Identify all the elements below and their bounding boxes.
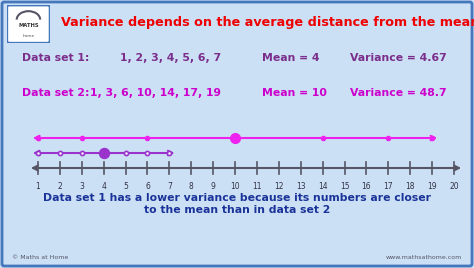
Text: Data set 1 has a lower variance because its numbers are closer
to the mean than : Data set 1 has a lower variance because … xyxy=(43,193,431,215)
Text: Variance = 48.7: Variance = 48.7 xyxy=(350,88,447,98)
Text: 7: 7 xyxy=(167,182,172,191)
Text: 15: 15 xyxy=(340,182,349,191)
FancyBboxPatch shape xyxy=(2,2,472,266)
Text: 6: 6 xyxy=(145,182,150,191)
Text: 14: 14 xyxy=(318,182,328,191)
Text: 5: 5 xyxy=(123,182,128,191)
Text: 17: 17 xyxy=(383,182,393,191)
Text: 4: 4 xyxy=(101,182,106,191)
Text: 1, 2, 3, 4, 5, 6, 7: 1, 2, 3, 4, 5, 6, 7 xyxy=(120,53,221,63)
Text: 16: 16 xyxy=(362,182,371,191)
Text: 3: 3 xyxy=(79,182,84,191)
Text: 1, 3, 6, 10, 14, 17, 19: 1, 3, 6, 10, 14, 17, 19 xyxy=(90,88,221,98)
Text: 19: 19 xyxy=(427,182,437,191)
Text: Variance depends on the average distance from the mean: Variance depends on the average distance… xyxy=(61,16,474,29)
Text: Mean = 10: Mean = 10 xyxy=(262,88,327,98)
FancyBboxPatch shape xyxy=(7,5,50,43)
Text: 8: 8 xyxy=(189,182,194,191)
Text: 12: 12 xyxy=(274,182,283,191)
Text: 10: 10 xyxy=(230,182,240,191)
Text: home: home xyxy=(22,34,35,38)
Text: www.mathsathome.com: www.mathsathome.com xyxy=(386,255,462,260)
Text: Data set 1:: Data set 1: xyxy=(22,53,90,63)
Text: Mean = 4: Mean = 4 xyxy=(262,53,319,63)
Text: 13: 13 xyxy=(296,182,306,191)
Text: 2: 2 xyxy=(57,182,62,191)
Text: Variance = 4.67: Variance = 4.67 xyxy=(350,53,447,63)
Text: Data set 2:: Data set 2: xyxy=(22,88,90,98)
Text: 1: 1 xyxy=(36,182,40,191)
Text: MATHS: MATHS xyxy=(18,23,39,28)
Text: 18: 18 xyxy=(405,182,415,191)
Text: © Maths at Home: © Maths at Home xyxy=(12,255,68,260)
Text: 9: 9 xyxy=(211,182,216,191)
Text: 20: 20 xyxy=(449,182,459,191)
Text: 11: 11 xyxy=(252,182,262,191)
